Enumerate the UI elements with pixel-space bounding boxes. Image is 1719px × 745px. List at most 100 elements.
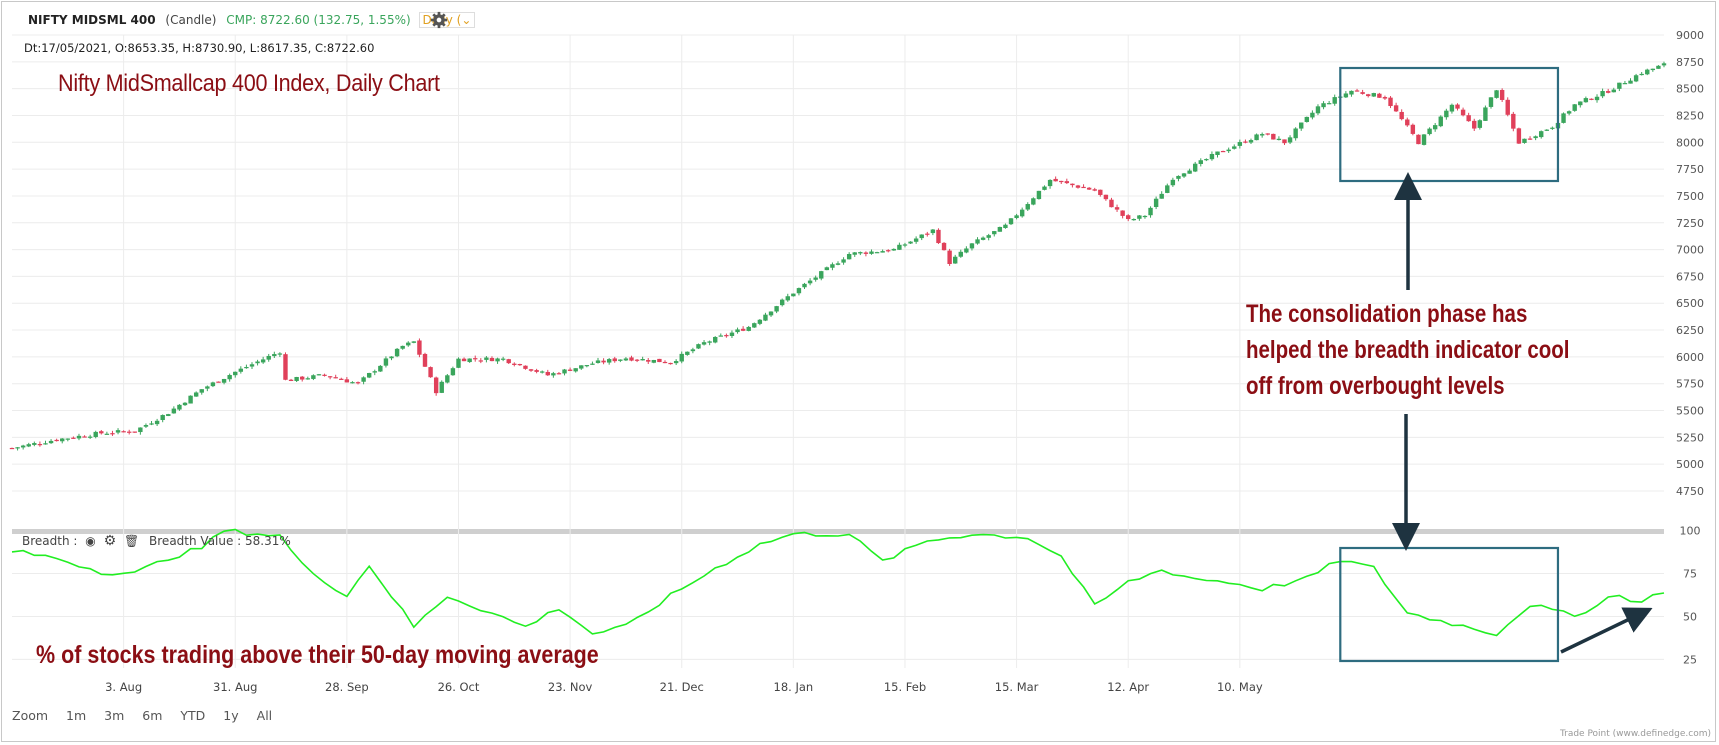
candle-body: [127, 431, 132, 433]
candle-body: [1137, 215, 1142, 219]
breadth-tick-label: 75: [1683, 568, 1697, 581]
candle-body: [48, 440, 54, 444]
candle-body: [104, 433, 110, 435]
price-tick-label: 9000: [1676, 29, 1704, 42]
candle-body: [874, 252, 880, 254]
candle-body: [1499, 89, 1505, 100]
candle-body: [791, 293, 796, 297]
price-tick-label: 7750: [1676, 163, 1704, 176]
candle-body: [193, 392, 199, 397]
candle-body: [1148, 207, 1153, 216]
price-tick-label: 8000: [1676, 136, 1704, 149]
candle-body: [300, 376, 305, 380]
candle-body: [484, 357, 489, 360]
consolidation-note: The consolidation phase has helped the b…: [1246, 296, 1569, 404]
candle-body: [964, 248, 969, 253]
candle-body: [1477, 120, 1483, 128]
candle-body: [1472, 120, 1477, 129]
candle-body: [1287, 137, 1293, 143]
candle-body: [556, 373, 562, 375]
candle-body: [1170, 179, 1176, 186]
candle-body: [500, 358, 506, 360]
candle-body: [980, 237, 986, 240]
candle-body: [383, 358, 389, 366]
candle-body: [1293, 128, 1298, 139]
candle-body: [796, 288, 802, 294]
candle-body: [121, 431, 126, 433]
gear-icon[interactable]: ⚙: [103, 533, 117, 549]
price-tick-label: 7250: [1676, 217, 1704, 230]
candle-body: [913, 238, 919, 242]
candle-body: [1393, 105, 1399, 112]
breadth-value-label: Breadth Value : 58.31%: [149, 534, 291, 548]
candle-body: [841, 259, 846, 263]
candle-body: [740, 328, 746, 331]
candle-body: [540, 371, 545, 373]
candle-body: [171, 408, 177, 414]
candle-body: [534, 370, 539, 372]
breadth-indicator-header: Breadth : ◉ ⚙ 🗑 Breadth Value : 58.31%: [22, 533, 291, 549]
candle-body: [244, 366, 249, 369]
candle-body: [802, 283, 807, 288]
candle-body: [897, 244, 902, 250]
candle-body: [1377, 93, 1382, 98]
candle-body: [473, 358, 478, 360]
candle-body: [1432, 125, 1438, 130]
candle-body: [54, 439, 59, 442]
zoom-3m-button[interactable]: 3m: [104, 708, 125, 723]
candle-body: [1566, 111, 1572, 114]
candle-body: [651, 359, 657, 363]
candle-body: [579, 365, 584, 369]
candle-body: [1259, 134, 1265, 136]
candle-body: [1455, 104, 1460, 109]
candle-body: [389, 356, 394, 359]
candle-body: [322, 374, 327, 376]
candle-body: [1198, 160, 1203, 164]
price-tick-label: 7000: [1676, 244, 1704, 257]
candle-body: [1310, 112, 1315, 118]
chart-header: NIFTY MIDSML 400 (Candle) CMP: 8722.60 (…: [28, 12, 476, 28]
candle-body: [941, 242, 947, 251]
candle-body: [154, 420, 160, 425]
candle-body: [975, 239, 980, 244]
candle-body: [869, 251, 874, 254]
arrow-rising-breadth: [1560, 607, 1653, 654]
trash-icon[interactable]: 🗑: [123, 534, 140, 548]
candle-body: [1388, 97, 1393, 107]
eye-icon[interactable]: ◉: [85, 534, 96, 548]
candle-body: [400, 345, 405, 349]
settings-gear-icon[interactable]: [430, 11, 448, 29]
candle-body: [1019, 209, 1025, 217]
candle-body: [406, 342, 411, 346]
candle-body: [634, 359, 640, 361]
candle-body: [528, 369, 534, 371]
candle-body: [1594, 96, 1600, 101]
candle-body: [1550, 127, 1555, 129]
candle-body: [1031, 198, 1036, 205]
price-tick-label: 8500: [1676, 83, 1704, 96]
candle-body: [1142, 215, 1148, 218]
zoom-1y-button[interactable]: 1y: [223, 708, 239, 723]
candle-body: [1343, 93, 1349, 98]
chart-annotation-title: Nifty MidSmallcap 400 Index, Daily Chart: [58, 70, 440, 97]
candle-body: [567, 369, 573, 371]
x-tick-label: 12. Apr: [1107, 680, 1149, 694]
zoom-1m-button[interactable]: 1m: [66, 708, 87, 723]
x-tick-label: 15. Mar: [995, 680, 1039, 694]
zoom-ytd-button[interactable]: YTD: [180, 708, 206, 723]
candle-body: [902, 244, 908, 246]
candle-body: [283, 354, 288, 380]
candle-body: [110, 433, 115, 435]
candle-body: [679, 353, 684, 362]
candle-body: [774, 306, 779, 312]
price-tick-label: 8750: [1676, 56, 1704, 69]
candle-body: [657, 358, 662, 363]
candle-body: [512, 363, 517, 365]
zoom-all-button[interactable]: All: [256, 708, 273, 723]
candle-body: [1483, 107, 1488, 121]
candle-body: [1650, 68, 1656, 71]
candle-body: [1494, 90, 1499, 98]
zoom-6m-button[interactable]: 6m: [142, 708, 163, 723]
candle-body: [735, 329, 740, 333]
candle-body: [1527, 138, 1533, 140]
